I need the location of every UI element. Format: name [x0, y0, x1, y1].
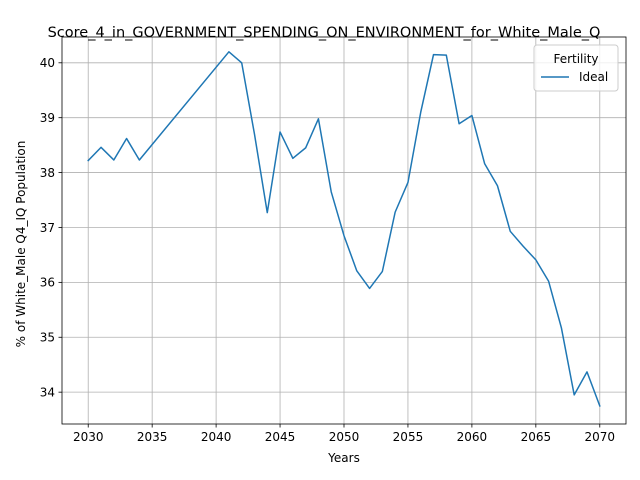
legend-title: Fertility	[553, 52, 598, 66]
y-tick-label: 36	[40, 276, 55, 290]
y-axis-ticks: 34 35 36 37 38 39 40	[40, 56, 62, 399]
x-tick-label: 2035	[137, 430, 168, 444]
series-layer	[87, 51, 601, 407]
x-tick-label: 2030	[73, 430, 104, 444]
y-tick-label: 35	[40, 331, 55, 345]
grid	[62, 37, 626, 424]
legend-box	[533, 44, 619, 92]
x-tick-label: 2060	[457, 430, 488, 444]
series-line-ideal	[87, 51, 601, 407]
x-tick-label: 2045	[265, 430, 296, 444]
x-tick-label: 2055	[393, 430, 424, 444]
x-axis-label: Years	[327, 451, 360, 465]
chart-title: Score_4_in_GOVERNMENT_SPENDING_ON_ENVIRO…	[48, 25, 601, 41]
y-tick-label: 39	[40, 111, 55, 125]
y-tick-label: 37	[40, 221, 55, 235]
y-axis-label: % of White_Male Q4_IQ Population	[14, 141, 28, 348]
x-tick-label: 2050	[329, 430, 360, 444]
x-tick-label: 2070	[585, 430, 616, 444]
y-tick-label: 38	[40, 166, 55, 180]
y-tick-label: 34	[40, 385, 55, 399]
legend-label-ideal: Ideal	[579, 70, 608, 84]
y-tick-label: 40	[40, 56, 55, 70]
legend: Fertility Ideal	[533, 44, 619, 92]
x-tick-label: 2065	[521, 430, 552, 444]
x-axis-ticks: 2030 2035 2040 2045 2050 2055 2060 2065 2070	[73, 424, 615, 444]
x-tick-label: 2040	[201, 430, 232, 444]
